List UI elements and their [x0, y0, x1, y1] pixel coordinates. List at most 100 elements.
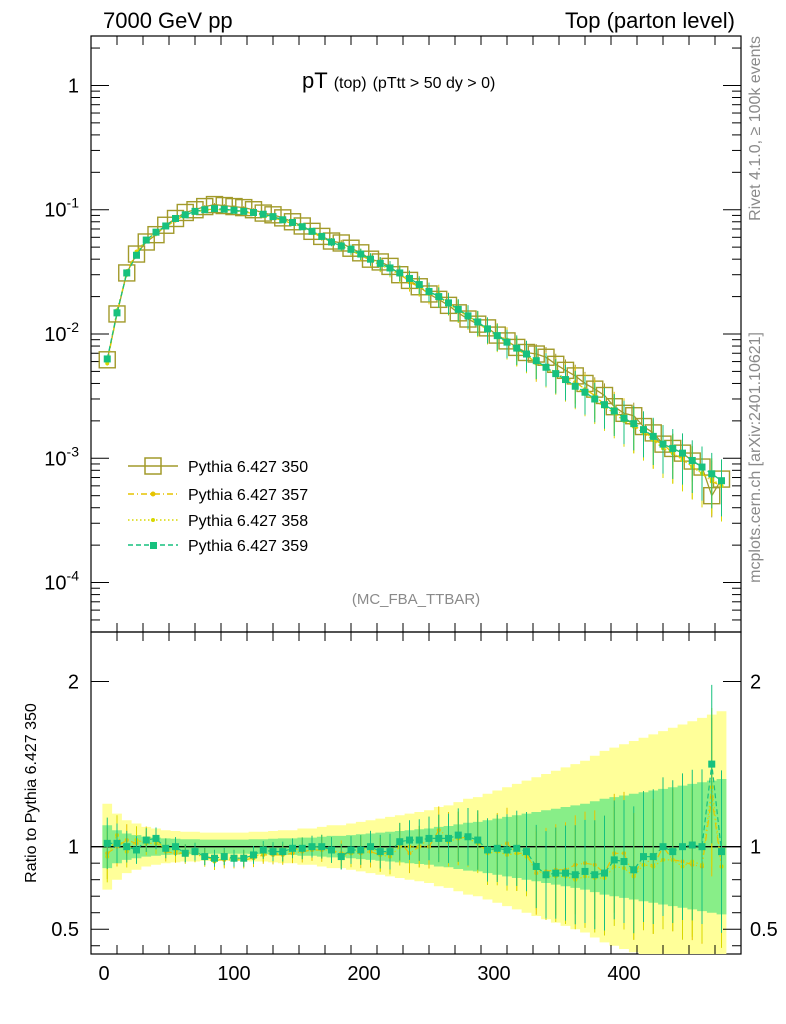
data-point-359: [620, 414, 628, 422]
ratio-point-359: [464, 833, 472, 841]
data-point-350: [147, 225, 165, 244]
data-point-359: [562, 376, 569, 384]
ratio-point-359: [620, 858, 628, 866]
data-point-359: [172, 214, 179, 222]
y-tick-label: 10-2: [44, 319, 79, 346]
data-point-359: [230, 206, 238, 214]
data-point-359: [328, 238, 335, 246]
data-point-350: [127, 245, 146, 263]
ratio-y-axis-label: Ratio to Pythia 6.427 350: [23, 703, 40, 883]
data-point-359: [718, 477, 725, 485]
data-point-359: [279, 216, 287, 224]
data-point-359: [318, 232, 326, 240]
ratio-point-359: [688, 841, 696, 849]
ratio-point-359: [718, 848, 725, 856]
ratio-point-359: [542, 871, 550, 879]
data-point-359: [581, 388, 589, 396]
y-tick-label: 1: [68, 75, 79, 97]
ratio-point-359: [562, 869, 569, 877]
x-tick-label: 300: [477, 963, 510, 985]
data-point-359: [513, 344, 521, 352]
data-point-350: [118, 264, 136, 282]
ratio-point-359: [513, 844, 521, 852]
legend-marker-357: [150, 491, 156, 497]
watermark-label: (MC_FBA_TTBAR): [352, 591, 480, 608]
header-left-label: 7000 GeV pp: [103, 8, 233, 33]
data-point-359: [484, 325, 491, 333]
data-point-350: [293, 217, 311, 235]
data-point-359: [289, 218, 296, 226]
data-point-359: [503, 338, 511, 346]
data-point-359: [464, 312, 472, 320]
data-point-359: [376, 259, 384, 267]
x-axis: 0 100 200 300 400: [90, 36, 742, 985]
data-point-359: [493, 332, 501, 340]
ratio-series-group: [103, 684, 725, 948]
data-point-359: [454, 305, 462, 313]
y-tick-label: 10-4: [44, 568, 79, 595]
ratio-y-tick-label: 2: [68, 672, 79, 694]
x-tick-label: 100: [217, 963, 250, 985]
ratio-point-359: [669, 848, 677, 856]
data-point-359: [162, 222, 170, 230]
ratio-point-359: [181, 849, 189, 857]
ratio-point-359: [172, 843, 179, 851]
ratio-series-line-1: [106, 787, 723, 881]
series-line-2: [106, 209, 722, 487]
data-point-359: [259, 210, 267, 218]
legend-entry-359: Pythia 6.427 359: [128, 538, 308, 555]
ratio-point-359: [289, 844, 296, 852]
legend-entry-357: Pythia 6.427 357: [128, 487, 308, 504]
title-sub2: (pTtt > 50 dy > 0): [373, 75, 496, 92]
ratio-point-359: [279, 848, 287, 856]
ratio-point-359: [484, 846, 491, 854]
ratio-point-359: [162, 844, 170, 852]
ratio-y-tick-label-right: 2: [750, 672, 761, 694]
ratio-point-359: [211, 854, 218, 862]
data-point-359: [357, 250, 365, 258]
series-line-0: [106, 203, 723, 498]
data-point-359: [542, 363, 550, 371]
ratio-point-359: [503, 846, 511, 854]
ratio-point-359: [230, 854, 238, 862]
ratio-point-359: [708, 760, 716, 768]
data-point-359: [220, 205, 228, 213]
ratio-point-359: [454, 831, 462, 839]
data-point-359: [649, 432, 657, 440]
data-point-359: [523, 350, 530, 358]
data-point-359: [337, 242, 345, 250]
data-point-359: [406, 274, 413, 282]
legend-label-350: Pythia 6.427 350: [188, 459, 308, 476]
data-point-350: [361, 250, 380, 268]
legend-marker-350: [144, 457, 162, 475]
data-point-350: [108, 305, 126, 323]
legend-label-357: Pythia 6.427 357: [188, 487, 308, 504]
series-line-3: [106, 208, 722, 482]
data-point-359: [298, 223, 306, 231]
plot-title: pT (top) (pTtt > 50 dy > 0): [302, 68, 495, 93]
data-point-350: [98, 351, 116, 369]
ratio-point-359: [649, 853, 657, 861]
ratio-point-359: [591, 871, 599, 879]
title-main: pT: [302, 68, 328, 93]
data-point-359: [191, 207, 199, 215]
data-point-359: [601, 401, 608, 409]
ratio-point-359: [532, 862, 540, 870]
data-point-359: [347, 245, 355, 253]
data-point-350: [166, 209, 185, 228]
ratio-point-359: [581, 867, 589, 875]
ratio-point-359: [250, 851, 257, 859]
mcplots-label: mcplots.cern.ch [arXiv:2401.10621]: [747, 332, 764, 583]
ratio-point-359: [571, 871, 579, 879]
data-point-359: [201, 206, 209, 214]
ratio-point-359: [201, 853, 209, 861]
ratio-point-359: [347, 846, 355, 854]
ratio-series-line-2: [107, 764, 723, 876]
ratio-point-359: [698, 843, 706, 851]
x-tick-label: 200: [347, 963, 380, 985]
ratio-y-tick-label-right: 1: [750, 837, 761, 859]
ratio-point-359: [123, 843, 131, 851]
data-point-350: [313, 227, 331, 246]
data-point-359: [211, 205, 218, 213]
legend-entry-350: Pythia 6.427 350: [128, 457, 308, 476]
